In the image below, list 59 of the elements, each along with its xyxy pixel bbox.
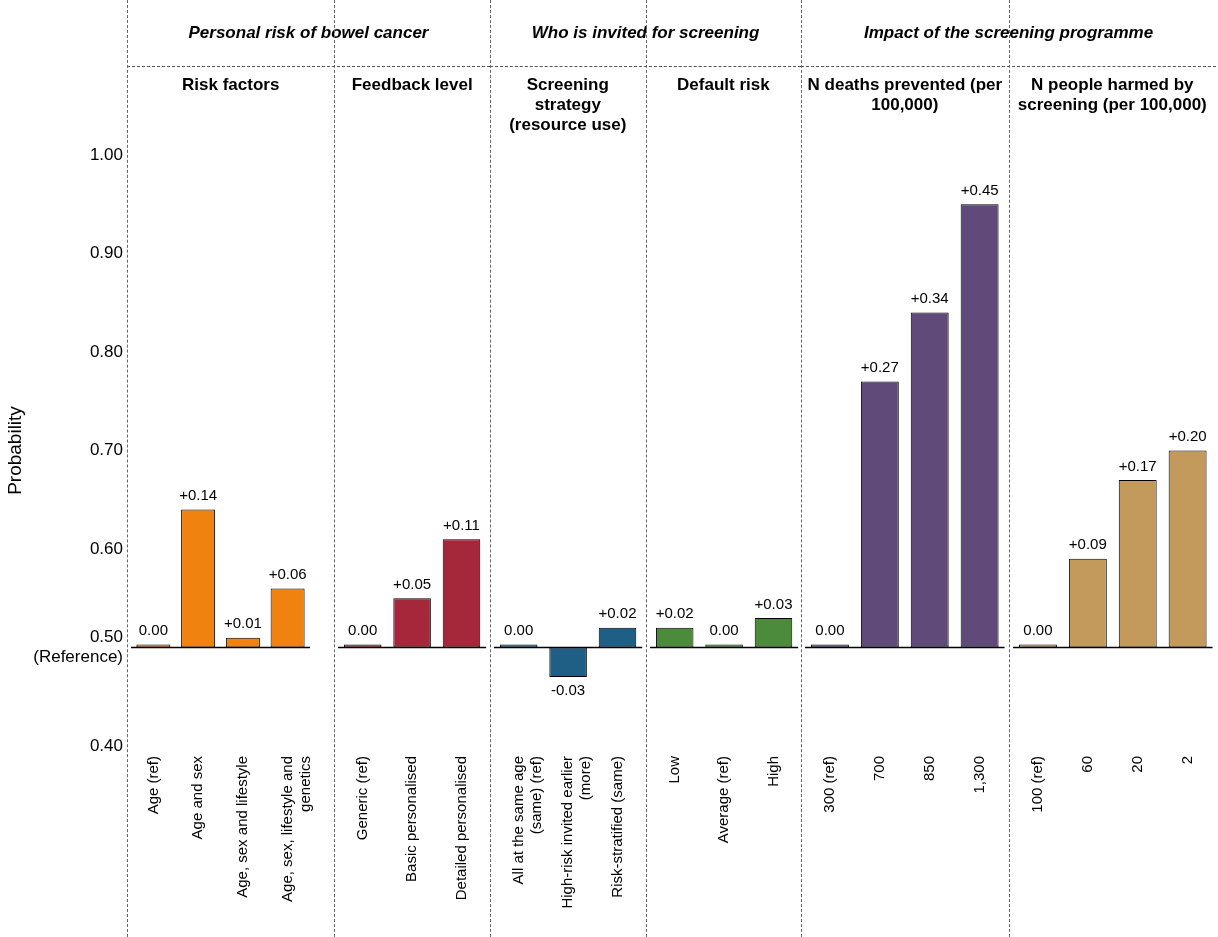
data-label: 0.00	[815, 621, 845, 639]
chart-subtitle: Feedback level	[350, 75, 474, 96]
chart-title: Personal risk of bowel cancer	[127, 0, 490, 67]
y-tick-label: 0.40	[89, 735, 123, 755]
data-label: 0.00	[1022, 621, 1053, 639]
y-tick-label: 0.80	[89, 341, 123, 361]
data-label: 0.00	[138, 621, 168, 639]
data-label: +0.27	[861, 358, 899, 376]
y-tick-label: 0.90	[89, 243, 123, 263]
x-tick-label: 100 (ref)	[1027, 756, 1045, 813]
chart-subtitle: Default risk	[676, 75, 771, 96]
x-tick-label: High-risk invited earlier (more)	[558, 756, 594, 909]
x-tick-label: Detailed personalised	[452, 756, 470, 901]
data-label: 0.00	[709, 621, 739, 639]
y-tick-label: 0.60	[89, 538, 123, 558]
data-label: +0.17	[1118, 456, 1157, 474]
data-label: +0.03	[754, 594, 793, 612]
x-tick-label: Age, sex, lifestyle and genetics	[277, 756, 313, 902]
data-label: +0.09	[1068, 535, 1107, 553]
x-tick-label: 2	[1177, 756, 1195, 765]
data-label: 0.00	[504, 621, 534, 639]
x-tick-label: 700	[870, 756, 888, 782]
x-tick-label: Risk-stratified (same)	[607, 756, 625, 898]
x-tick-label: 60	[1077, 756, 1095, 773]
x-tick-label: 1,300	[969, 756, 987, 794]
x-tick-label: 300 (ref)	[820, 756, 838, 813]
chart-subtitle: N deaths prevented (per 100,000)	[806, 75, 1004, 116]
chart-title: Impact of the screening programme	[801, 0, 1216, 67]
data-label: +0.02	[655, 604, 694, 622]
data-label: +0.45	[960, 180, 999, 198]
y-tick-label: 1.00	[89, 144, 123, 164]
data-label: +0.01	[223, 614, 262, 632]
data-label: +0.34	[910, 289, 949, 307]
x-tick-label: High	[763, 756, 781, 787]
y-tick-label: 0.70	[89, 440, 123, 460]
x-tick-label: All at the same age (same) (ref)	[508, 756, 544, 885]
data-label: +0.02	[598, 604, 637, 622]
x-tick-label: Age (ref)	[143, 756, 161, 815]
x-tick-label: Age and sex	[188, 755, 206, 840]
data-label: +0.14	[179, 486, 218, 504]
chart-title: Who is invited for screening	[490, 0, 802, 67]
chart-subtitle: Risk factors	[181, 75, 281, 96]
y-tick-label: 0.50 (Reference)	[33, 626, 123, 667]
x-tick-label: Low	[664, 755, 682, 784]
x-tick-label: Average (ref)	[713, 756, 731, 844]
data-label: +0.06	[268, 565, 307, 583]
x-tick-label: Generic (ref)	[353, 756, 371, 841]
x-tick-label: 850	[920, 756, 938, 782]
x-tick-label: 20	[1127, 756, 1145, 773]
y-axis-title: Probability	[3, 405, 25, 495]
x-tick-label: Basic personalised	[402, 756, 420, 882]
chart-subtitle: Screening strategy (resource use)	[508, 75, 628, 136]
x-tick-label: Age, sex and lifestyle	[233, 756, 251, 898]
data-label: +0.11	[443, 515, 481, 533]
chart-subtitle: N people harmed by screening (per 100,000)	[1016, 75, 1208, 116]
data-label: -0.03	[551, 680, 586, 698]
data-label: 0.00	[348, 621, 378, 639]
data-label: +0.20	[1168, 427, 1207, 445]
data-label: +0.05	[393, 574, 432, 592]
